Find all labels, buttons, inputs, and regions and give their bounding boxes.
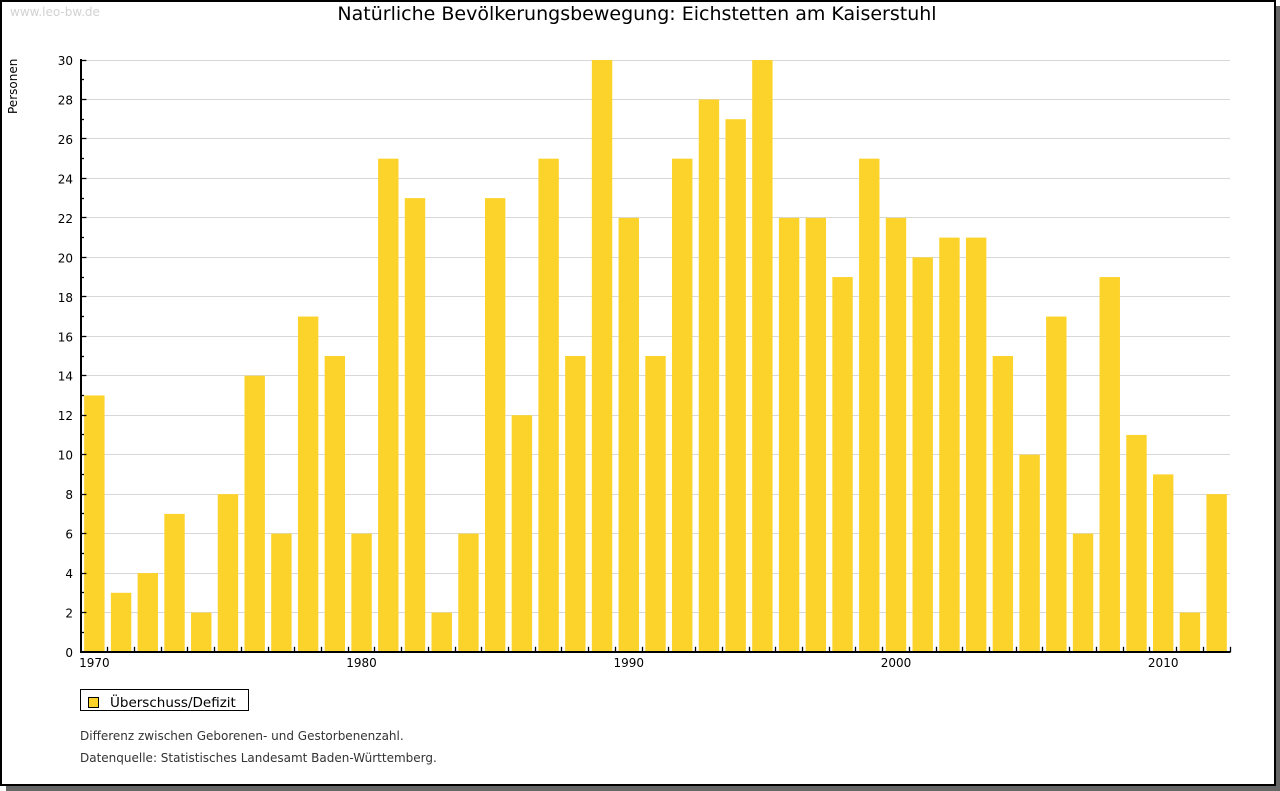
bar-1998 (832, 277, 853, 652)
bar-1985 (484, 198, 506, 652)
y-tick-label: 22 (58, 212, 73, 226)
bar-1971 (110, 592, 132, 652)
bar-1996 (778, 217, 800, 652)
bar-2010 (1152, 474, 1174, 652)
bar-2006 (1046, 316, 1067, 652)
bar-1976 (244, 375, 265, 652)
bar-1994 (725, 119, 746, 652)
y-tick-label: 26 (58, 133, 73, 147)
watermark: www.leo-bw.de (10, 5, 100, 19)
bar-1991 (645, 356, 666, 652)
y-tick-label: 8 (65, 488, 73, 502)
bar-1989 (591, 60, 613, 652)
bar-1979 (324, 356, 346, 652)
bar-1972 (137, 573, 159, 652)
bar-1988 (565, 356, 586, 652)
footnote-source: Datenquelle: Statistisches Landesamt Bad… (80, 751, 437, 765)
bar-2011 (1179, 612, 1201, 652)
y-tick-label: 18 (58, 291, 73, 305)
x-tick-label: 1990 (614, 656, 645, 670)
bar-1973 (164, 513, 185, 652)
bar-1983 (431, 612, 452, 652)
legend-label: Überschuss/Defizit (110, 695, 236, 711)
bar-1974 (191, 612, 212, 652)
bar-1997 (805, 217, 827, 652)
bar-1992 (672, 158, 693, 652)
bar-1975 (217, 494, 239, 652)
footnote-description: Differenz zwischen Geborenen- und Gestor… (80, 728, 404, 743)
bar-1986 (511, 415, 533, 652)
y-tick-label: 4 (65, 567, 73, 581)
bar-2005 (1019, 454, 1040, 652)
bar-1987 (538, 158, 559, 652)
y-tick-label: 12 (58, 409, 73, 423)
bar-1970 (84, 395, 105, 652)
x-tick-label: 1980 (346, 656, 377, 670)
bar-2003 (965, 237, 987, 652)
bar-1982 (404, 198, 426, 652)
x-tick-label: 2000 (881, 656, 912, 670)
y-tick-label: 0 (65, 646, 73, 660)
y-axis-title: Personen (6, 59, 20, 114)
bar-2012 (1206, 494, 1227, 652)
bar-2007 (1072, 533, 1094, 652)
x-tick-label: 1970 (79, 656, 110, 670)
y-tick-label: 2 (65, 607, 73, 621)
bar-1999 (859, 158, 880, 652)
bar-1980 (351, 533, 372, 652)
bar-2009 (1126, 434, 1147, 652)
bar-1990 (618, 217, 639, 652)
bar-1977 (271, 533, 292, 652)
bar-1984 (458, 533, 479, 652)
y-tick-label: 30 (58, 54, 73, 68)
legend-swatch-icon (88, 697, 99, 708)
bar-2002 (939, 237, 960, 652)
y-tick-label: 6 (65, 528, 73, 542)
bar-2001 (912, 257, 933, 652)
y-tick-label: 28 (58, 93, 73, 107)
y-tick-label: 10 (58, 449, 73, 463)
bar-1978 (297, 316, 319, 652)
y-tick-label: 16 (58, 330, 73, 344)
y-tick-label: 24 (58, 172, 73, 186)
y-tick-label: 14 (58, 370, 73, 384)
bar-1981 (378, 158, 399, 652)
x-tick-label: 2010 (1148, 656, 1179, 670)
bar-2008 (1099, 277, 1120, 652)
legend: Überschuss/Defizit (80, 689, 249, 711)
chart-title: Natürliche Bevölkerungsbewegung: Eichste… (337, 3, 937, 25)
bar-1995 (752, 60, 773, 652)
bar-1993 (698, 99, 720, 652)
y-tick-label: 20 (58, 251, 73, 265)
bar-2000 (885, 217, 907, 652)
bar-2004 (992, 356, 1014, 652)
